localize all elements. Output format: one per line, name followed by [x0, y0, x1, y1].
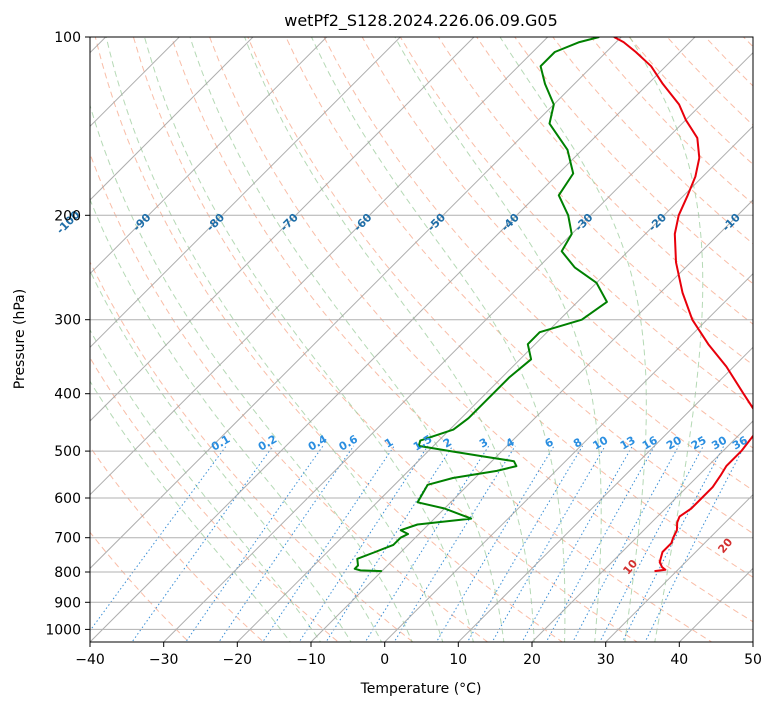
y-tick-label: 800	[54, 565, 81, 581]
x-tick-label: −40	[75, 652, 105, 668]
dry-adiabat	[323, 37, 753, 491]
y-tick-label: 900	[54, 595, 81, 611]
plot-area	[90, 37, 753, 642]
moist-adiabat	[90, 329, 322, 642]
isotherm-line	[457, 346, 753, 642]
chart-title: wetPf2_S128.2024.226.06.09.G05	[284, 11, 558, 31]
moist-adiabat	[499, 37, 647, 642]
x-tick-label: 30	[597, 652, 615, 668]
mixing-ratio-line	[644, 445, 746, 642]
x-tick-label: −20	[223, 652, 253, 668]
moist-adiabat	[394, 37, 602, 642]
isotherm-line	[90, 37, 254, 201]
y-tick-label: 700	[54, 531, 81, 547]
temperature-profile	[613, 37, 753, 573]
isotherm-line	[90, 37, 402, 349]
isotherm-line	[310, 199, 753, 642]
isotherm-line	[90, 37, 696, 642]
y-tick-label: 500	[54, 444, 81, 460]
y-tick-label: 100	[54, 30, 81, 46]
dry-adiabat	[399, 37, 753, 407]
profiles	[353, 37, 753, 573]
x-tick-label: 50	[744, 652, 762, 668]
y-tick-label: 600	[54, 491, 81, 507]
x-tick-label: 40	[670, 652, 688, 668]
moist-adiabat	[311, 37, 566, 642]
moist-adiabat	[144, 37, 474, 642]
mixing-ratio-line	[262, 445, 395, 642]
y-axis-ticks: 1000 900 800 700 600 500 400 300 200 100	[45, 30, 90, 638]
isotherm-line	[604, 493, 753, 642]
isotherm-line	[90, 37, 623, 570]
y-tick-label: 1000	[45, 622, 81, 638]
mixing-ratio-line	[218, 445, 355, 642]
moist-adiabat	[244, 37, 535, 642]
x-tick-label: 20	[523, 652, 541, 668]
dry-adiabat	[90, 446, 265, 642]
x-tick-label: −10	[296, 652, 326, 668]
x-tick-label: 0	[380, 652, 389, 668]
y-tick-label: 200	[54, 208, 81, 224]
x-tick-label: −30	[149, 652, 179, 668]
isotherm-line	[162, 51, 753, 642]
x-axis-label: Temperature (°C)	[360, 681, 482, 697]
x-tick-label: 10	[449, 652, 467, 668]
dry-adiabat	[361, 37, 753, 449]
isotherm-line	[90, 37, 328, 275]
dewpoint-profile	[353, 37, 608, 573]
x-axis-ticks: −40 −30 −20 −10 0 10 20 30 40 50	[75, 642, 762, 668]
moist-adiabat	[629, 37, 704, 642]
plot-frame	[89, 36, 754, 643]
y-axis-label: Pressure (hPa)	[12, 289, 28, 389]
pressure-gridlines	[90, 37, 753, 630]
moist-adiabat	[90, 198, 383, 642]
isotherm-line	[236, 125, 753, 642]
isotherm-line	[531, 420, 753, 642]
isotherm-line	[90, 37, 475, 422]
y-tick-label: 400	[54, 387, 81, 403]
isotherm-line	[383, 272, 753, 642]
isotherm-line	[90, 37, 549, 496]
y-tick-label: 300	[54, 313, 81, 329]
